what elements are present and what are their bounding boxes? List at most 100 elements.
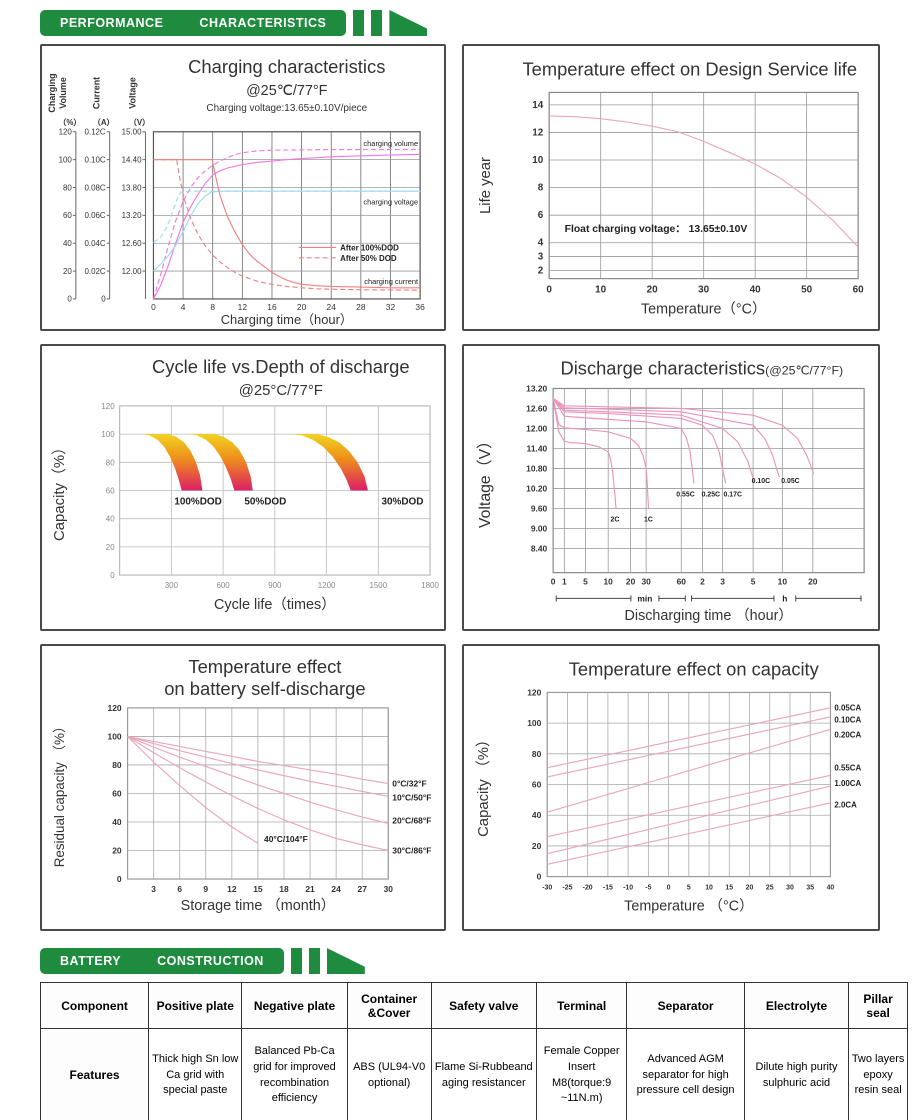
- svg-text:1: 1: [562, 577, 567, 587]
- svg-text:2C: 2C: [610, 517, 619, 524]
- svg-text:Charging characteristics: Charging characteristics: [188, 56, 385, 77]
- svg-text:0: 0: [110, 571, 115, 580]
- table-cell: Features: [39, 1028, 150, 1120]
- svg-text:40: 40: [827, 885, 835, 892]
- discharge-characteristics-chart: 0 1 5 10 20 30 60 2 3 5 10 20 13.20 12.60 12.00 11.40 10…: [476, 358, 865, 624]
- construction-banner-pill: BATTERY CONSTRUCTION: [40, 948, 284, 974]
- svg-text:2: 2: [700, 577, 705, 587]
- svg-text:Volume: Volume: [58, 77, 68, 109]
- svg-text:100: 100: [527, 718, 541, 728]
- service-life-panel: 0 10 20 30 40 50 60 14 12 10 8 6 4 3 2 Float charging v…: [462, 44, 880, 331]
- table-cell: Flame Si-Rubbeand aging resistancer: [430, 1028, 537, 1120]
- svg-text:0: 0: [151, 302, 156, 312]
- svg-text:0.10C: 0.10C: [84, 155, 105, 164]
- table-header-cell: Terminal: [535, 982, 628, 1029]
- discharge-characteristics-panel: 0 1 5 10 20 30 60 2 3 5 10 20 13.20 12.60 12.00 11.40 10…: [462, 344, 880, 631]
- svg-text:0.17C: 0.17C: [724, 492, 742, 499]
- svg-text:20: 20: [63, 267, 72, 276]
- svg-text:@25℃/77°F: @25℃/77°F: [246, 83, 328, 99]
- self-discharge-chart: 3 6 9 12 15 18 21 24 27 30 120 100 80 60 40 20 0 0°C/32°F…: [52, 656, 431, 914]
- svg-text:12.60: 12.60: [526, 403, 547, 413]
- svg-text:0: 0: [537, 872, 542, 882]
- svg-text:28: 28: [356, 302, 366, 312]
- svg-text:Float charging voltage： 13.65: Float charging voltage： 13.65±0.10V: [565, 224, 748, 235]
- svg-text:8: 8: [210, 302, 215, 312]
- svg-text:600: 600: [216, 581, 230, 590]
- svg-text:0.06C: 0.06C: [84, 211, 105, 220]
- svg-text:1500: 1500: [369, 581, 387, 590]
- svg-text:0.04C: 0.04C: [84, 239, 105, 248]
- svg-text:Voltage: Voltage: [128, 77, 138, 109]
- svg-text:20°C/68°F: 20°C/68°F: [392, 816, 431, 826]
- svg-text:Charging time（hour）: Charging time（hour）: [221, 312, 353, 327]
- svg-text:10°C/50°F: 10°C/50°F: [392, 793, 431, 803]
- table-header-cell: Negative plate: [241, 982, 348, 1029]
- svg-text:25: 25: [766, 885, 774, 892]
- svg-text:60: 60: [853, 284, 865, 295]
- banner-bar: [308, 948, 320, 974]
- svg-text:100: 100: [101, 430, 115, 439]
- svg-text:30%DOD: 30%DOD: [381, 497, 423, 508]
- table-header-cell: Container &Cover: [346, 982, 432, 1029]
- svg-text:5: 5: [751, 577, 756, 587]
- banner-word: BATTERY: [60, 954, 122, 968]
- svg-text:on battery self-discharge: on battery self-discharge: [164, 678, 365, 699]
- temp-capacity-chart: -30 -25 -20 -15 -10 -5 0 5 10 15 20 25 30 35 40 120 100 8…: [475, 659, 862, 915]
- banner-bar: [290, 948, 302, 974]
- svg-text:-10: -10: [623, 885, 633, 892]
- svg-text:100%DOD: 100%DOD: [174, 497, 222, 508]
- svg-text:（A）: （A）: [93, 117, 115, 127]
- temp-capacity-panel: -30 -25 -20 -15 -10 -5 0 5 10 15 20 25 30 35 40 120 100 8…: [462, 644, 880, 931]
- banner-flag-icon: [389, 10, 428, 36]
- svg-text:2: 2: [538, 265, 544, 276]
- svg-text:80: 80: [106, 458, 115, 467]
- svg-text:13.80: 13.80: [122, 183, 142, 192]
- svg-text:0.55C: 0.55C: [676, 492, 694, 499]
- svg-text:4: 4: [181, 302, 186, 312]
- svg-text:20: 20: [808, 577, 818, 587]
- svg-text:120: 120: [527, 687, 541, 697]
- svg-text:18: 18: [279, 884, 289, 894]
- table-header-cell: Positive plate: [148, 982, 243, 1029]
- svg-text:（%）: （%）: [58, 117, 81, 127]
- svg-text:20: 20: [297, 302, 307, 312]
- table-features-row: Features Thick high Sn low Ca grid with …: [39, 1028, 908, 1120]
- svg-text:12.60: 12.60: [122, 239, 142, 248]
- svg-text:Discharging time （hour）: Discharging time （hour）: [625, 607, 793, 624]
- svg-text:0.25C: 0.25C: [702, 492, 720, 499]
- svg-text:Temperature（°C）: Temperature（°C）: [641, 300, 766, 317]
- table-header-cell: Pillar seal: [848, 982, 908, 1029]
- svg-text:Capacity （%）: Capacity （%）: [475, 732, 492, 837]
- svg-text:20: 20: [626, 577, 636, 587]
- svg-text:4: 4: [538, 238, 544, 249]
- charging-characteristics-chart: 0 4 8 12 16 20 24 28 32 36120100806040200（%）Charg…: [47, 56, 425, 327]
- banner-bar: [353, 10, 365, 36]
- svg-text:32: 32: [386, 302, 396, 312]
- svg-text:13.20: 13.20: [526, 383, 547, 393]
- svg-text:10: 10: [595, 284, 607, 295]
- svg-text:20: 20: [647, 284, 659, 295]
- svg-text:50: 50: [801, 284, 813, 295]
- svg-text:15: 15: [725, 885, 733, 892]
- svg-text:1C: 1C: [644, 517, 653, 524]
- table-header-row: Component Positive plate Negative plate …: [39, 982, 908, 1029]
- svg-text:After 100%DOD: After 100%DOD: [340, 243, 399, 252]
- svg-text:Capacity（%）: Capacity（%）: [51, 440, 68, 541]
- banner-word: PERFORMANCE: [60, 16, 164, 30]
- svg-text:Temperature （°C）: Temperature （°C）: [624, 897, 753, 914]
- svg-text:Cycle life vs.Depth of dischar: Cycle life vs.Depth of discharge: [152, 356, 410, 377]
- svg-text:20: 20: [106, 543, 115, 552]
- svg-text:Charging: Charging: [47, 73, 57, 112]
- cycle-life-chart: 300 600 900 1200 1500 1800 120 100 80 60 40 20 0 100%…: [51, 356, 440, 613]
- svg-text:Storage time （month）: Storage time （month）: [181, 897, 336, 914]
- svg-text:36: 36: [415, 302, 425, 312]
- svg-text:60: 60: [532, 780, 542, 790]
- charging-characteristics-panel: 0 4 8 12 16 20 24 28 32 36 120 100 80 60 40 20 0 （%） Charg…: [40, 44, 446, 331]
- svg-text:0: 0: [117, 874, 122, 884]
- table-header-cell: Separator: [626, 982, 745, 1029]
- svg-text:Cycle life（times）: Cycle life（times）: [214, 596, 336, 613]
- svg-text:1200: 1200: [318, 581, 336, 590]
- table-header-cell: Electrolyte: [743, 982, 850, 1029]
- table-cell: Balanced Pb-Ca grid for improved recombi…: [241, 1028, 348, 1120]
- svg-text:0.10CA: 0.10CA: [834, 715, 861, 724]
